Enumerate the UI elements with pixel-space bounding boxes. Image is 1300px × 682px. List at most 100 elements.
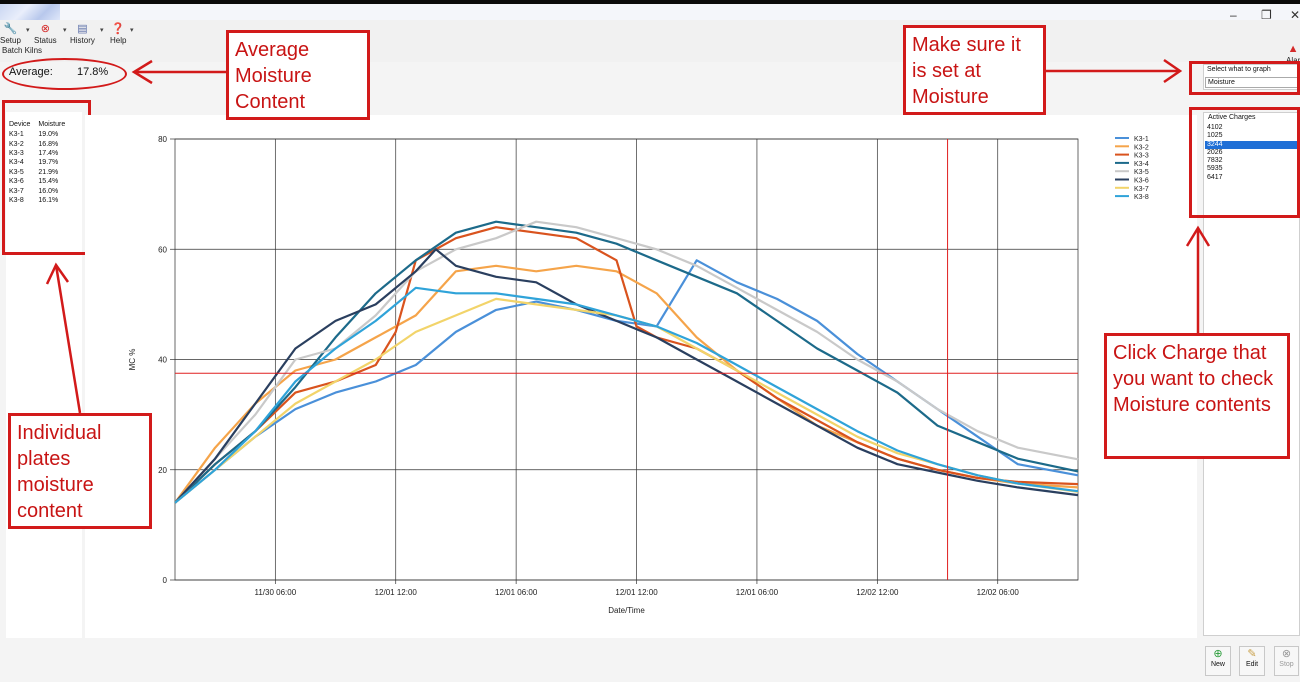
series-line-k3-2 [174,264,1079,504]
legend-label: K3-8 [1134,194,1149,201]
new-button[interactable]: ⊕ New [1205,646,1231,676]
series-line-k3-3 [174,226,1079,504]
active-charges-highlight-box [1189,107,1300,218]
alarm-label: Alar [1286,56,1300,65]
status-label: Status [34,36,57,45]
charge-item[interactable]: 5935 [1207,165,1223,173]
minimize-icon[interactable]: – [1230,8,1237,22]
device-table-highlight-box [2,100,91,255]
moisture-chart[interactable]: 0 20 40 60 80 11/30 06:00 12/01 12:00 12/01 06:… [85,115,1197,638]
stop-button[interactable]: ⊗ Stop [1274,646,1299,676]
stop-label: Stop [1279,661,1294,668]
legend-label: K3-7 [1134,186,1149,193]
wrench-icon: 🔧 [3,23,18,35]
x-tick-label: 12/02 06:00 [977,588,1020,597]
graph-select-highlight-box [1189,61,1300,95]
x-tick-label: 11/30 06:00 [254,588,296,597]
legend-label: K3-5 [1134,169,1149,176]
y-tick-label: 0 [163,576,168,585]
x-tick-label: 12/01 06:00 [736,588,779,597]
close-icon[interactable]: ✕ [1290,8,1300,22]
alarm-icon: ▲ [1287,43,1299,55]
setup-label: Setup [0,36,21,45]
pencil-icon: ✎ [1247,648,1257,660]
help-button[interactable]: ❓ Help [110,22,126,45]
moisture-cell: 16.8% [38,140,59,148]
legend-label: K3-3 [1134,153,1149,160]
device-cell: K3-3 [9,149,24,157]
legend-label: K3-2 [1134,144,1149,151]
legend-label: K3-1 [1134,136,1149,143]
help-dropdown-caret-icon[interactable]: ▾ [130,27,134,34]
y-tick-label: 60 [158,245,167,254]
charge-item[interactable]: 6417 [1207,173,1223,181]
plus-icon: ⊕ [1213,648,1223,660]
restore-icon[interactable]: ❐ [1261,8,1272,22]
table-row[interactable]: K3-3 17.4% [9,149,73,158]
device-cell: K3-4 [9,159,24,167]
legend-label: K3-4 [1134,161,1149,168]
edit-label: Edit [1245,661,1259,668]
charge-item[interactable]: 4102 [1207,124,1223,131]
y-tick-label: 40 [158,356,167,365]
screen-top-edge [0,0,1300,4]
history-dropdown-caret-icon[interactable]: ▾ [100,27,104,34]
graph-select-callout: Make sure it is set at Moisture [903,25,1046,115]
y-tick-label: 20 [158,466,167,475]
charge-item[interactable]: 2026 [1207,148,1223,156]
history-icon: ▤ [77,23,88,35]
edit-button[interactable]: ✎ Edit [1239,646,1265,676]
graph-select-group: Select what to graph Moisture [1203,64,1300,90]
moisture-cell: 15.4% [38,178,59,186]
status-icon: ⊗ [40,23,50,35]
moisture-cell: 17.4% [38,149,59,157]
device-cell: K3-1 [9,131,24,139]
new-label: New [1210,661,1225,668]
x-tick-label: 12/01 12:00 [375,588,418,597]
active-charges-list[interactable]: 4102 1025 3244 2026 7832 5935 6417 [1205,124,1300,182]
plates-callout: Individual plates moisture content [8,413,152,529]
table-row[interactable]: K3-8 16.1% [9,196,73,205]
charge-item[interactable]: 1025 [1207,132,1223,140]
moisture-cell: 21.9% [38,168,59,176]
help-label: Help [110,36,127,45]
app-logo [0,4,60,20]
table-row[interactable]: K3-5 21.9% [9,168,73,177]
y-axis-label: MC % [128,349,137,371]
charge-item[interactable]: 3244 [1205,140,1300,149]
device-cell: K3-5 [9,168,24,176]
table-row[interactable]: K3-6 15.4% [9,177,73,186]
history-label: History [70,36,95,45]
x-tick-label: 12/01 06:00 [495,588,538,597]
toolbar: 🔧 Setup ▾ ⊗ Status ▾ ▤ History ▾ ❓ Help … [0,20,1300,65]
series-line-k3-4 [174,220,1079,504]
device-cell: K3-6 [9,178,24,186]
table-header-row: Device Moisture [9,118,73,130]
device-cell: K3-2 [9,140,24,148]
setup-button[interactable]: 🔧 Setup [0,22,21,45]
status-dropdown-caret-icon[interactable]: ▾ [63,27,67,34]
chart-area[interactable]: 0 20 40 60 80 11/30 06:00 12/01 12:00 12/01 06:… [85,115,1197,638]
stop-icon: ⊗ [1281,648,1292,660]
history-button[interactable]: ▤ History [70,22,95,45]
setup-dropdown-caret-icon[interactable]: ▾ [26,27,30,34]
help-icon: ❓ [111,23,126,35]
active-charges-callout: Click Charge that you want to check Mois… [1104,333,1290,459]
charge-item[interactable]: 7832 [1207,157,1223,165]
moisture-cell: 19.7% [38,159,59,167]
average-highlight-ellipse [2,58,127,90]
moisture-cell: 19.0% [38,131,59,139]
moisture-column-header: Moisture [38,120,66,128]
table-row[interactable]: K3-2 16.8% [9,139,73,148]
title-bar: – ❐ ✕ [0,4,1300,22]
table-row[interactable]: K3-7 16.0% [9,186,73,195]
series-line-k3-8 [174,286,1079,504]
section-label: Batch Kilns [2,46,43,55]
device-moisture-table: Device Moisture K3-1 19.0% K3-2 16.8% K3-3… [9,118,73,205]
status-button[interactable]: ⊗ Status [34,22,57,45]
table-row[interactable]: K3-4 19.7% [9,158,73,167]
table-row[interactable]: K3-1 19.0% [9,130,73,139]
alarm-button[interactable]: ▲ Alar [1286,42,1300,65]
graph-select-label: Select what to graph [1207,66,1271,73]
series-line-k3-5 [174,220,1079,504]
